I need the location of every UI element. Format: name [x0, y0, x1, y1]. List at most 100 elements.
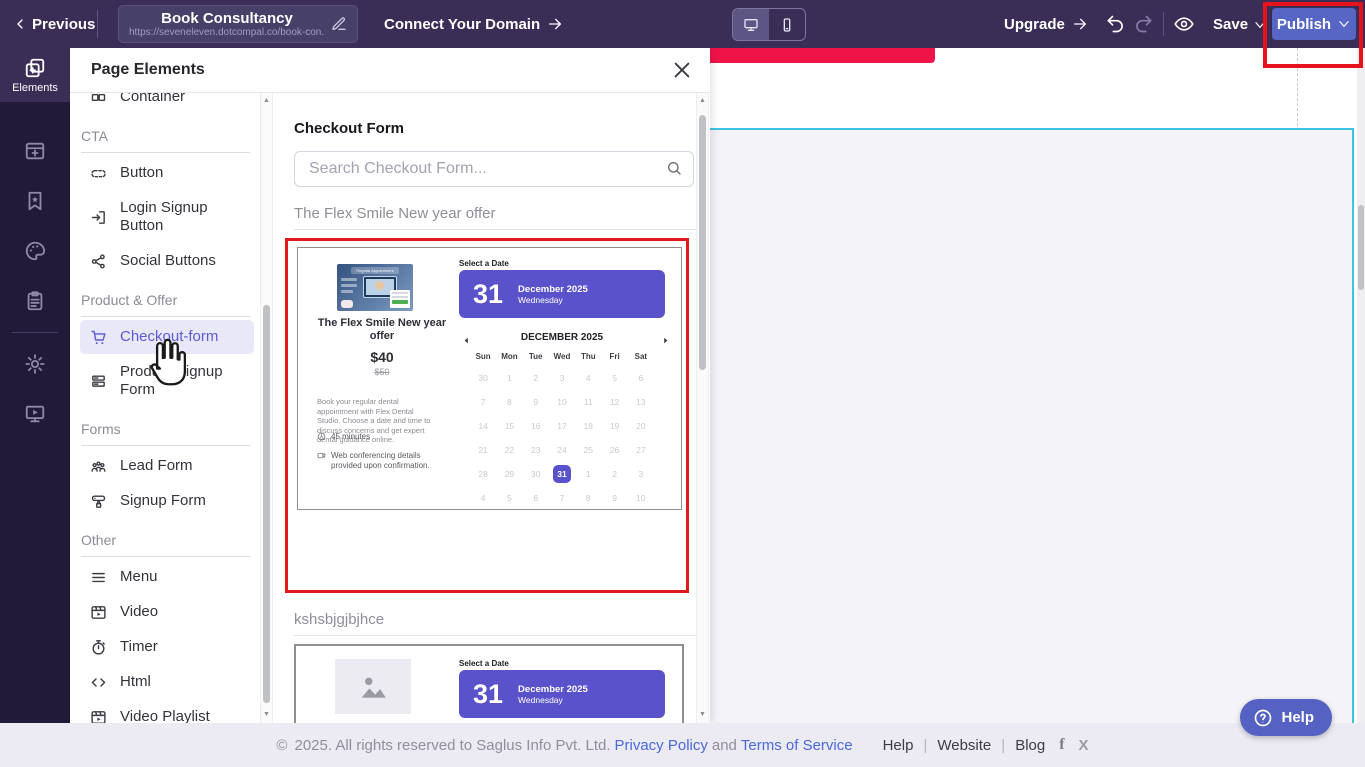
mobile-view-button[interactable]	[769, 9, 805, 40]
undo-icon[interactable]	[1105, 14, 1125, 34]
element-item-product-signup-form[interactable]: Product Signup Form	[80, 355, 254, 407]
calendar-date-cell: 25	[583, 445, 594, 455]
element-list-scrollbar[interactable]: ▲ ▼	[260, 93, 273, 723]
save-button[interactable]: Save	[1213, 0, 1267, 48]
divider	[97, 10, 98, 38]
offer-description: Book your regular dental appointment wit…	[317, 397, 431, 444]
upgrade-button[interactable]: Upgrade	[1004, 0, 1088, 48]
scroll-down-icon[interactable]: ▼	[263, 711, 270, 718]
element-item-video-playlist[interactable]: Video Playlist	[80, 700, 254, 723]
element-item-html[interactable]: Html	[80, 665, 254, 699]
calendar-next-icon	[661, 332, 673, 345]
connect-domain-button[interactable]: Connect Your Domain	[384, 0, 563, 48]
selected-section-outline[interactable]	[710, 128, 1354, 723]
element-item-video[interactable]: Video	[80, 595, 254, 629]
calendar-date-cell: 5	[507, 493, 512, 503]
selected-weekday: Wednesday	[518, 694, 563, 705]
scrollbar-thumb[interactable]	[699, 115, 706, 370]
calendar-date-cell: 16	[530, 421, 541, 431]
container-icon	[90, 93, 107, 106]
edit-icon[interactable]	[331, 16, 347, 32]
divider	[81, 445, 250, 446]
divider: |	[1001, 736, 1006, 754]
calendar-date-cell: 9	[533, 397, 539, 407]
select-date-label: Select a Date	[459, 659, 509, 668]
close-icon[interactable]	[671, 59, 693, 81]
sidebar-item-sections[interactable]	[0, 126, 70, 176]
sidebar-item-settings[interactable]	[0, 339, 70, 389]
checkout-form-preview-card-selected[interactable]: Regular Appointment The Flex Smile New y…	[285, 238, 689, 593]
x-twitter-icon[interactable]: X	[1078, 736, 1089, 754]
element-item-container[interactable]: Container	[80, 93, 254, 114]
chevron-down-icon	[1337, 17, 1351, 31]
element-item-button[interactable]: Button	[80, 156, 254, 190]
terms-link[interactable]: Terms of Service	[740, 736, 853, 754]
element-item-timer[interactable]: Timer	[80, 630, 254, 664]
window-add-icon	[24, 140, 46, 162]
desktop-icon	[743, 17, 759, 33]
offer-thumbnail-image: Regular Appointment	[337, 264, 413, 311]
checkout-form-preview-card[interactable]: Select a Date 31 December 2025 Wednesday	[294, 644, 684, 723]
footer-link-help[interactable]: Help	[882, 736, 914, 754]
element-item-menu[interactable]: Menu	[80, 560, 254, 594]
help-button[interactable]: Help	[1240, 699, 1332, 736]
calendar-date-cell: 20	[636, 421, 646, 431]
button-icon	[90, 165, 107, 182]
calendar-date-cell: 7	[559, 493, 565, 503]
webcam-icon	[317, 451, 326, 471]
calendar-date-cell: 26	[609, 445, 620, 455]
chevron-left-icon	[12, 16, 28, 32]
selected-month-year: December 2025	[518, 283, 588, 295]
element-item-label: Social Buttons	[120, 252, 216, 269]
search-input[interactable]	[294, 151, 694, 187]
element-item-login-signup-button[interactable]: Login Signup Button	[80, 191, 254, 243]
sidebar-item-elements[interactable]: Elements	[0, 48, 70, 102]
footer-link-blog[interactable]: Blog	[1015, 736, 1046, 754]
editor-canvas[interactable]	[710, 48, 1365, 723]
search-icon[interactable]	[666, 160, 682, 176]
eye-preview-icon[interactable]	[1174, 14, 1194, 34]
sidebar-item-tutorials[interactable]	[0, 389, 70, 439]
timer-icon	[90, 639, 107, 656]
element-item-checkout-form[interactable]: Checkout-form	[80, 320, 254, 354]
element-item-lead-form[interactable]: Lead Form	[80, 449, 254, 483]
panel-title: Page Elements	[91, 61, 205, 78]
bookmark-star-icon	[24, 190, 46, 212]
element-item-label: Checkout-form	[120, 328, 219, 345]
scroll-up-icon[interactable]: ▲	[263, 97, 270, 104]
calendar-date-cell: 11	[583, 397, 593, 407]
calendar-date-cell: 4	[480, 493, 486, 503]
element-item-social-buttons[interactable]: Social Buttons	[80, 244, 254, 278]
select-date-label: Select a Date	[459, 259, 509, 268]
scrollbar-thumb[interactable]	[263, 305, 270, 703]
previous-button[interactable]: Previous	[12, 0, 95, 48]
facebook-icon[interactable]: f	[1059, 736, 1065, 753]
scrollbar-thumb[interactable]	[1358, 205, 1364, 290]
calendar-date-cell: 23	[530, 445, 541, 455]
help-label: Help	[1281, 709, 1314, 726]
scroll-up-icon[interactable]: ▲	[699, 97, 706, 104]
desktop-view-button[interactable]	[733, 9, 769, 40]
site-info-box[interactable]: Book Consultancy https://seveneleven.dot…	[118, 5, 358, 43]
sidebar-item-saved-blocks[interactable]	[0, 176, 70, 226]
sidebar-item-forms[interactable]	[0, 276, 70, 326]
page-scrollbar[interactable]	[1357, 48, 1365, 723]
sidebar-item-theme[interactable]	[0, 226, 70, 276]
calendar-date-cell: 29	[504, 469, 515, 479]
calendar-day-name: Mon	[501, 352, 518, 361]
content-scrollbar[interactable]: ▲ ▼	[696, 93, 709, 723]
publish-button[interactable]: Publish	[1272, 8, 1356, 40]
product-form-icon	[90, 373, 107, 390]
calendar-day-names: Sun Mon Tue Wed Thu Fri Sat	[470, 352, 654, 361]
divider	[12, 332, 58, 333]
canvas-red-bar[interactable]	[710, 48, 935, 63]
copyright-icon: ©	[276, 736, 288, 754]
duration-row: 45 minutes	[317, 432, 370, 442]
element-item-signup-form[interactable]: Signup Form	[80, 484, 254, 518]
redo-icon[interactable]	[1134, 14, 1154, 34]
footer-link-website[interactable]: Website	[937, 736, 992, 754]
privacy-policy-link[interactable]: Privacy Policy	[614, 736, 708, 754]
decorative-line	[341, 284, 357, 287]
scroll-down-icon[interactable]: ▼	[699, 711, 706, 718]
video-playlist-icon	[90, 709, 107, 723]
